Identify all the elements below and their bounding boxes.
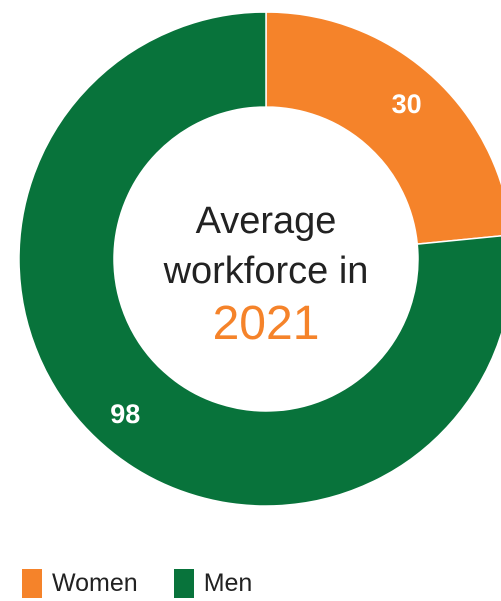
center-label-line1: Average — [195, 200, 337, 242]
legend-label-women: Women — [52, 568, 138, 597]
legend-label-men: Men — [203, 568, 253, 597]
legend-item-men: Men — [173, 568, 253, 598]
data-label-men: 98 — [110, 399, 140, 429]
center-label-year: 2021 — [212, 297, 320, 350]
slice-women — [265, 11, 501, 245]
legend-item-women: Women — [22, 568, 138, 598]
center-label-line2: workforce in — [163, 250, 369, 292]
legend-swatch-women — [22, 568, 42, 598]
data-label-women: 30 — [392, 89, 422, 119]
donut-chart-svg: 30 98 — [18, 11, 501, 507]
legend-swatch-men — [173, 568, 194, 598]
slice-men — [18, 11, 501, 507]
legend: Women Men — [22, 568, 288, 598]
